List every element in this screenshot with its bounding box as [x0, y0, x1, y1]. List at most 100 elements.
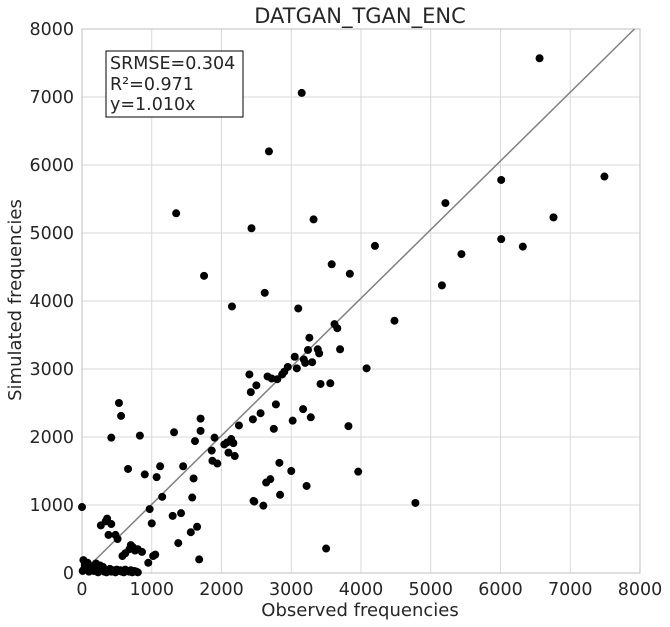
data-point: [145, 505, 154, 514]
data-point: [441, 199, 450, 208]
data-point: [333, 324, 342, 333]
data-point: [107, 433, 116, 442]
data-point: [210, 433, 219, 442]
data-point: [124, 464, 133, 473]
data-point: [301, 358, 310, 367]
data-point: [322, 544, 331, 553]
data-point: [117, 411, 126, 420]
data-point: [177, 509, 186, 518]
data-point: [315, 349, 324, 358]
y-tick-labels: 0 1000 2000 3000 4000 5000 6000 7000 8000: [29, 20, 74, 584]
data-point: [144, 558, 153, 567]
data-point: [600, 172, 609, 181]
y-tick-label: 3000: [29, 360, 74, 380]
data-point: [345, 269, 354, 278]
data-point: [151, 550, 160, 559]
data-point: [302, 481, 311, 490]
data-point: [227, 302, 236, 311]
data-point: [288, 416, 297, 425]
data-point: [276, 490, 285, 499]
data-point: [213, 459, 222, 468]
data-point: [156, 462, 165, 471]
fit-line: [81, 28, 636, 574]
data-point: [549, 213, 558, 222]
data-point: [266, 475, 275, 484]
data-point: [535, 54, 544, 63]
y-tick-label: 6000: [29, 156, 74, 176]
data-point: [518, 242, 527, 251]
data-point: [140, 470, 149, 479]
data-point: [326, 379, 335, 388]
data-point: [336, 345, 345, 354]
data-point: [248, 415, 257, 424]
data-point: [95, 564, 104, 573]
data-point: [370, 241, 379, 250]
data-point: [264, 147, 273, 156]
data-point: [196, 426, 205, 435]
data-point: [229, 439, 238, 448]
x-tick-label: 2000: [199, 580, 244, 600]
data-point: [252, 381, 261, 390]
y-tick-label: 4000: [29, 292, 74, 312]
data-point: [195, 555, 204, 564]
x-tick-label: 7000: [548, 580, 593, 600]
data-point: [152, 473, 161, 482]
data-point: [362, 364, 371, 373]
y-tick-label: 2000: [29, 428, 74, 448]
x-tick-label: 3000: [269, 580, 314, 600]
data-point: [354, 467, 363, 476]
data-point: [170, 428, 179, 437]
data-point: [186, 528, 195, 537]
data-point: [245, 370, 254, 379]
data-point: [103, 514, 112, 523]
data-point: [299, 405, 308, 414]
y-tick-label: 0: [63, 564, 74, 584]
data-point: [271, 400, 280, 409]
data-point: [207, 446, 216, 455]
data-point: [316, 379, 325, 388]
data-point: [193, 522, 202, 531]
data-point: [250, 497, 259, 506]
stats-annotation-box: SRMSE=0.304 R²=0.971 y=1.010x: [105, 50, 244, 118]
data-point: [457, 250, 466, 259]
data-point: [135, 431, 144, 440]
data-point: [234, 421, 243, 430]
data-point: [246, 388, 255, 397]
x-tick-label: 0: [76, 580, 87, 600]
data-point: [390, 316, 399, 325]
data-point: [303, 345, 312, 354]
data-point: [133, 568, 142, 577]
data-point: [260, 288, 269, 297]
regression-equation-text: y=1.010x: [110, 95, 195, 115]
data-point: [158, 492, 167, 501]
y-axis-label: Simulated frequencies: [5, 199, 26, 401]
data-point: [256, 409, 265, 418]
data-point: [306, 413, 315, 422]
data-point: [327, 260, 336, 269]
data-point: [287, 467, 296, 475]
data-point: [497, 175, 506, 184]
data-point: [283, 362, 292, 371]
data-point: [308, 358, 317, 367]
y-tick-label: 5000: [29, 224, 74, 244]
data-point: [497, 235, 506, 244]
data-point: [411, 498, 420, 507]
x-axis-label: Observed frequencies: [261, 600, 458, 621]
data-point: [188, 493, 197, 502]
data-point: [104, 530, 113, 539]
data-point: [309, 215, 318, 224]
data-point: [196, 414, 205, 423]
x-tick-label: 6000: [478, 580, 523, 600]
data-point: [292, 364, 301, 373]
data-point: [114, 399, 123, 407]
data-point: [200, 271, 209, 280]
data-point: [168, 511, 177, 520]
data-point: [78, 503, 86, 512]
data-point: [179, 462, 188, 471]
data-point: [305, 333, 314, 342]
data-points: [78, 54, 609, 577]
srmse-text: SRMSE=0.304: [110, 54, 235, 74]
data-point: [294, 304, 303, 313]
data-point: [107, 520, 116, 529]
